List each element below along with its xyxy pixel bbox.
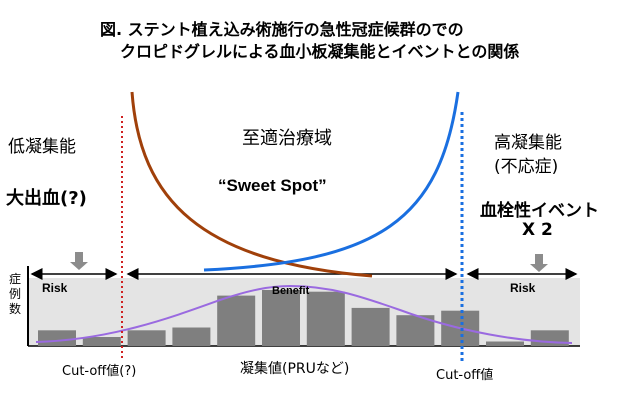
low-aggregation-label: 低凝集能	[8, 137, 76, 157]
histogram-bar	[127, 330, 166, 346]
cutoff-high-label: Cut-off値	[436, 368, 494, 383]
title-line-2: クロピドグレルによる血小板凝集能とイベントとの関係	[120, 42, 520, 61]
bleeding-risk-curve	[130, 91, 373, 278]
y-axis-label: 症例数	[8, 272, 21, 316]
risk-high-label: Risk	[510, 281, 536, 295]
benefit-label: Benefit	[272, 285, 310, 297]
risk-low-label: Risk	[42, 281, 68, 295]
thrombotic-risk-curve	[203, 91, 460, 272]
high-aggregation-label: 高凝集能	[494, 133, 562, 153]
x-axis-label: 凝集値(PRUなど)	[240, 361, 350, 377]
sweet-spot-label: “Sweet Spot”	[218, 176, 327, 195]
optimal-range-label: 至適治療域	[242, 128, 332, 149]
multiplier-label: X 2	[522, 220, 553, 240]
histogram-bar	[351, 307, 390, 346]
nonresponder-label: (不応症)	[494, 157, 559, 177]
major-bleeding-label: 大出血(?)	[6, 188, 87, 209]
histogram-bar	[172, 327, 211, 346]
title-line-1: 図. ステント植え込み術施行の急性冠症候群のでの	[100, 20, 464, 39]
down-arrow-high	[530, 254, 548, 272]
histogram-bar	[262, 290, 300, 346]
histogram-bar	[82, 337, 121, 346]
distribution-curve	[35, 284, 573, 344]
down-arrow-low	[70, 252, 88, 270]
thrombotic-event-label: 血栓性イベント	[480, 201, 599, 221]
histogram-bar	[38, 330, 76, 346]
histogram-bar	[486, 341, 524, 346]
histogram-bar	[217, 295, 256, 346]
histogram-bar	[306, 291, 345, 346]
cutoff-low-label: Cut-off値(?)	[62, 364, 137, 379]
